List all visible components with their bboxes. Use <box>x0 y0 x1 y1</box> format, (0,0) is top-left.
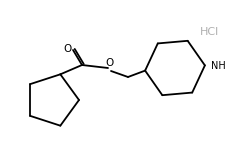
Text: O: O <box>106 58 114 68</box>
Text: O: O <box>63 44 71 54</box>
Text: NH: NH <box>211 61 226 71</box>
Text: HCl: HCl <box>200 27 220 37</box>
